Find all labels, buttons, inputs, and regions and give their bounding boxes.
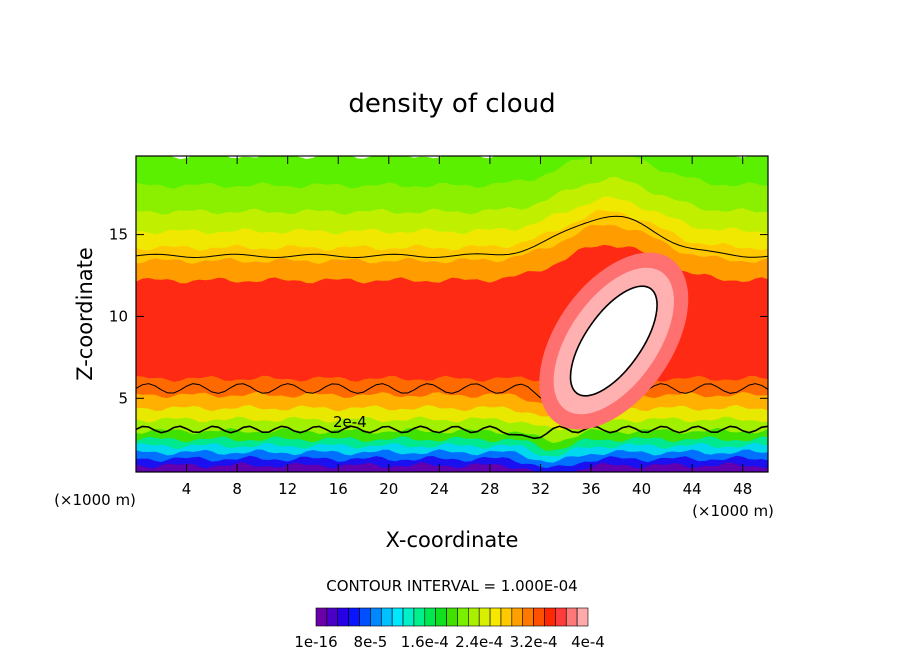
colorbar-swatch <box>489 607 502 627</box>
colorbar-swatch <box>359 607 371 627</box>
colorbar-label: 4e-4 <box>571 633 605 651</box>
x-tick-label: 48 <box>733 480 752 498</box>
contour-label: 2e-4 <box>333 413 367 431</box>
colorbar-labels: 1e-16 8e-5 1.6e-4 2.4e-4 3.2e-4 4e-4 <box>294 633 605 651</box>
colorbar-swatch <box>478 607 491 627</box>
chart-title: density of cloud <box>348 89 555 119</box>
colorbar-swatch <box>435 607 447 627</box>
colorbar-swatch <box>370 607 382 627</box>
colorbar-label: 3.2e-4 <box>510 633 558 651</box>
x-tick-label: 12 <box>278 480 297 498</box>
colorbar-swatch <box>391 607 404 627</box>
contour-line <box>136 425 768 440</box>
colorbar-swatch <box>500 607 513 627</box>
colorbar <box>315 607 589 627</box>
x-tick-label: 36 <box>581 480 600 498</box>
x-axis-label: X-coordinate <box>386 528 519 552</box>
x-tick-label: 16 <box>329 480 348 498</box>
y-axis-label: Z-coordinate <box>73 247 97 381</box>
y-tick-label: 5 <box>118 389 128 407</box>
y-tick-label: 15 <box>109 226 128 244</box>
colorbar-swatch <box>402 607 415 627</box>
y-tick-label: 10 <box>109 307 128 325</box>
x-tick-label: 4 <box>182 480 192 498</box>
x-tick-label: 40 <box>632 480 651 498</box>
x-tick-label: 20 <box>379 480 398 498</box>
colorbar-swatch <box>348 607 360 627</box>
colorbar-label: 2.4e-4 <box>455 633 503 651</box>
y-axis: 5 10 15 <box>109 226 768 407</box>
colorbar-swatch <box>544 607 556 627</box>
colorbar-swatch <box>413 607 426 627</box>
colorbar-label: 1.6e-4 <box>401 633 449 651</box>
colorbar-swatch <box>457 607 469 627</box>
colorbar-swatch <box>555 607 567 627</box>
colorbar-label: 1e-16 <box>294 633 337 651</box>
colorbar-swatch <box>424 607 436 627</box>
updraft-core-ring <box>569 285 658 397</box>
x-axis: 4 8 12 16 20 24 28 32 36 40 44 48 <box>182 156 752 498</box>
colorbar-swatch <box>533 607 545 627</box>
colorbar-swatch <box>522 607 534 627</box>
colorbar-swatch <box>511 607 524 627</box>
x-tick-label: 44 <box>683 480 702 498</box>
colorbar-swatch <box>337 607 349 627</box>
x-tick-label: 24 <box>430 480 449 498</box>
plot-area <box>136 156 768 472</box>
colorbar-swatch <box>326 607 339 627</box>
contour-line <box>136 383 768 402</box>
x-unit-label-left: (×1000 m) <box>54 491 136 509</box>
colorbar-swatch <box>565 607 578 627</box>
colorbar-swatch <box>446 607 458 627</box>
colorbar-label: 8e-5 <box>354 633 388 651</box>
x-unit-label-right: (×1000 m) <box>692 502 774 520</box>
contour-interval-text: CONTOUR INTERVAL = 1.000E-04 <box>326 577 577 595</box>
x-tick-label: 32 <box>531 480 550 498</box>
colorbar-swatch <box>576 607 589 627</box>
density-band <box>136 462 768 472</box>
contour-line <box>136 215 768 259</box>
x-tick-label: 28 <box>480 480 499 498</box>
plot-frame <box>135 155 769 473</box>
colorbar-swatch <box>315 607 328 627</box>
colorbar-swatch <box>468 607 480 627</box>
x-tick-label: 8 <box>232 480 242 498</box>
colorbar-swatch <box>380 607 393 627</box>
